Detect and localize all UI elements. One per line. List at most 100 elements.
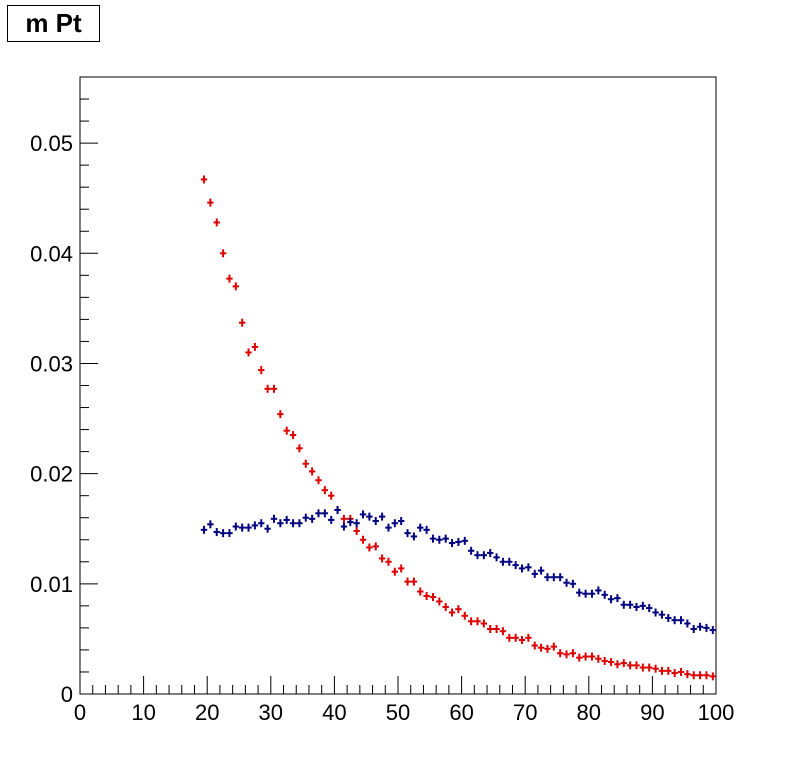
data-point [296,444,303,453]
data-point [518,636,526,645]
x-tick-label: 0 [74,700,86,725]
data-point [614,660,621,669]
data-point [633,661,640,670]
data-point [328,491,335,500]
data-point [512,633,519,642]
data-point [703,671,710,680]
data-point [270,514,278,523]
data-point [321,509,329,518]
data-point [474,617,481,626]
data-point [525,563,532,572]
data-point [347,518,354,527]
data-point [410,577,418,586]
data-point [283,515,290,524]
data-point [436,535,443,544]
data-point [442,602,449,611]
data-point [550,642,557,651]
data-point [308,467,316,476]
data-point [563,650,570,659]
y-tick-label: 0.04 [30,241,73,266]
y-tick-label: 0.05 [30,131,73,156]
x-tick-label: 30 [259,700,283,725]
data-point [696,622,704,631]
data-point [614,594,621,603]
data-point [410,532,418,541]
data-point [658,610,666,619]
data-point [289,431,297,440]
data-point [308,514,316,523]
data-point [474,551,481,560]
y-tick-label: 0.02 [30,462,73,487]
data-point [671,616,678,625]
data-point [302,459,309,468]
data-point [652,664,659,673]
data-point [677,667,685,676]
data-point [569,579,577,588]
x-tick-label: 70 [513,700,537,725]
data-point [359,535,367,544]
data-point [582,652,589,661]
data-point [264,524,271,533]
data-point [207,198,214,207]
data-point [239,523,246,532]
data-point [219,529,227,538]
data-point [665,666,672,675]
data-point [353,519,360,528]
data-point [270,384,278,393]
data-point [207,520,214,529]
data-point [429,534,437,543]
data-point [639,663,647,672]
data-point [277,519,284,528]
data-point [487,624,494,633]
data-point [213,218,220,227]
data-point [258,519,265,528]
data-point [258,366,265,375]
chart-title: m Pt [7,5,100,42]
data-point [601,590,608,599]
data-point [467,617,475,626]
data-point [321,486,329,495]
x-tick-label: 50 [386,700,410,725]
data-point [665,613,672,622]
data-point [703,623,710,632]
axes: 0 10 20 30 40 50 60 70 80 90 100 0 0.01 0.02 0.03 0.04 0… [30,98,735,725]
data-point [442,534,449,543]
data-point [595,586,602,595]
y-tick-label: 0.01 [30,572,73,597]
data-point [467,546,475,555]
data-point [658,666,666,675]
data-point [576,588,583,597]
data-point [378,512,386,521]
data-point [340,514,348,523]
data-point [480,619,488,628]
data-point [391,519,398,528]
data-point [633,602,640,611]
y-tick-label: 0 [61,682,73,707]
data-point [219,249,227,258]
data-point [480,551,488,560]
data-point [423,525,430,534]
data-point [601,656,608,665]
data-point [544,644,551,653]
data-point [461,611,468,620]
data-point [417,587,424,596]
data-point [506,633,513,642]
data-point [226,529,233,538]
data-point [582,589,589,598]
data-point [328,515,335,524]
data-point [385,557,392,566]
data-point [245,523,252,532]
data-point [226,274,233,283]
data-point [537,643,545,652]
data-point [378,554,386,563]
series-1 [200,506,716,635]
data-point [518,564,526,573]
data-point [366,512,373,521]
x-tick-label: 100 [698,700,735,725]
data-point [709,626,716,635]
data-point [245,348,252,357]
data-point [684,670,691,679]
data-point [550,573,557,582]
data-point [423,591,430,600]
